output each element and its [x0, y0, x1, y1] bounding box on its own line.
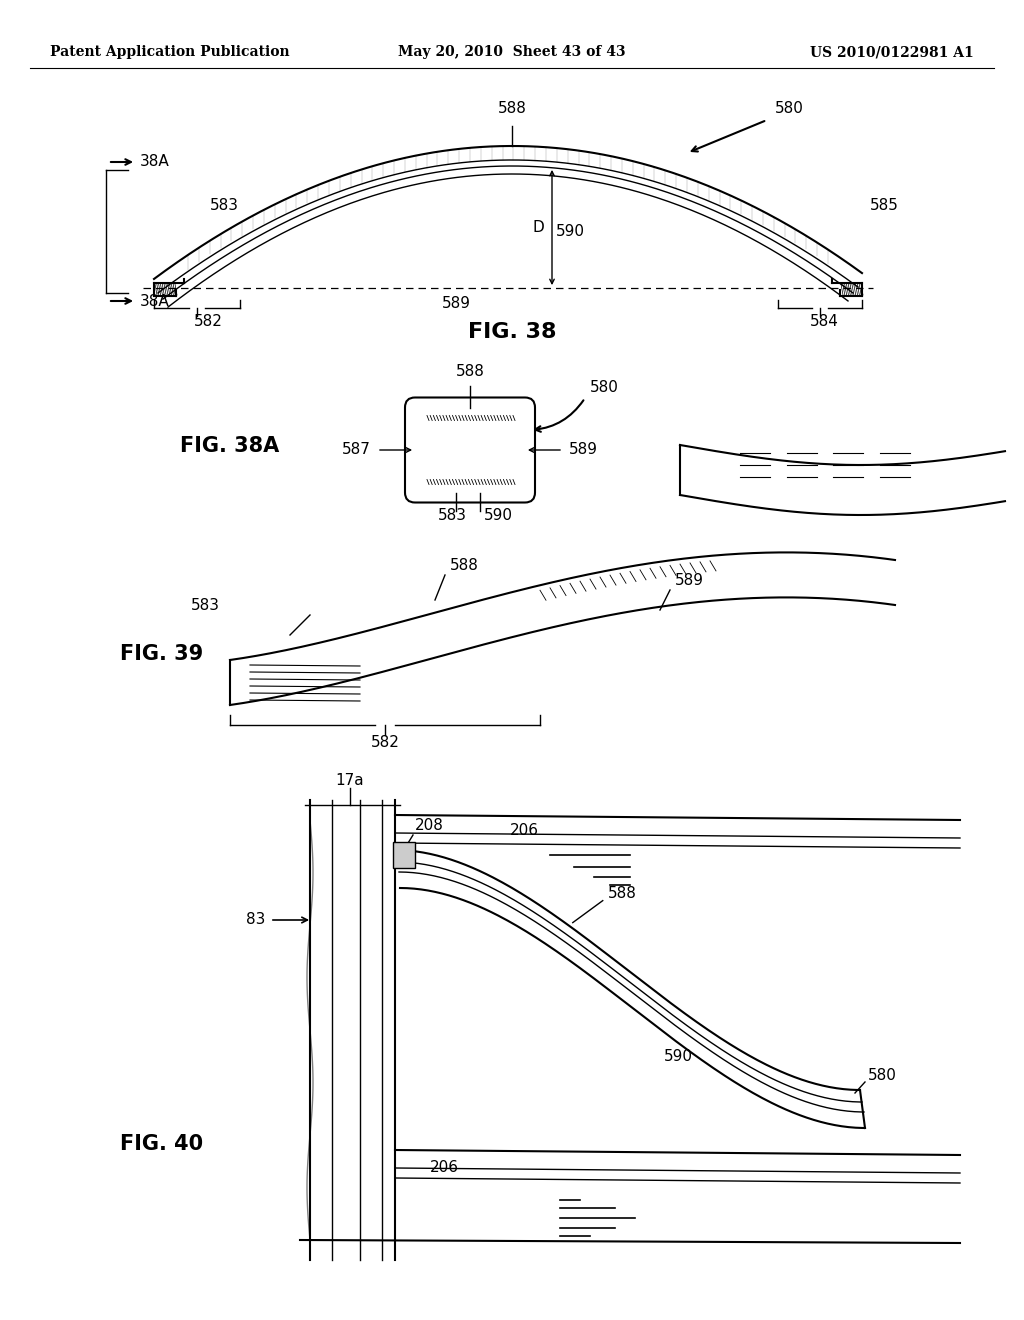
Text: 583: 583 [191, 598, 220, 612]
Text: 585: 585 [870, 198, 899, 213]
Text: FIG. 38A: FIG. 38A [180, 436, 280, 455]
Text: 17a: 17a [336, 774, 365, 788]
Text: Patent Application Publication: Patent Application Publication [50, 45, 290, 59]
Text: 38A: 38A [140, 154, 170, 169]
Text: May 20, 2010  Sheet 43 of 43: May 20, 2010 Sheet 43 of 43 [398, 45, 626, 59]
Text: 580: 580 [590, 380, 618, 395]
Text: FIG. 39: FIG. 39 [120, 644, 203, 664]
Text: D: D [532, 220, 544, 235]
Text: 588: 588 [450, 558, 479, 573]
Text: 206: 206 [510, 822, 539, 838]
Text: 206: 206 [430, 1160, 459, 1175]
Text: US 2010/0122981 A1: US 2010/0122981 A1 [810, 45, 974, 59]
Text: 590: 590 [664, 1048, 693, 1064]
Text: 588: 588 [498, 102, 526, 116]
Text: FIG. 40: FIG. 40 [120, 1134, 203, 1154]
Text: 38A: 38A [140, 293, 170, 309]
Text: 208: 208 [415, 818, 443, 833]
Text: 580: 580 [775, 102, 804, 116]
Text: 590: 590 [556, 224, 585, 239]
Text: FIG. 38: FIG. 38 [468, 322, 556, 342]
Text: 588: 588 [608, 886, 637, 900]
Bar [393, 842, 415, 869]
Text: 589: 589 [569, 442, 598, 458]
Text: 589: 589 [442, 296, 471, 312]
Text: 588: 588 [456, 363, 484, 379]
Text: 583: 583 [210, 198, 239, 213]
Text: 590: 590 [484, 508, 513, 524]
Text: 587: 587 [342, 442, 371, 458]
Text: 583: 583 [437, 508, 467, 524]
Text: 582: 582 [194, 314, 223, 329]
FancyBboxPatch shape [406, 397, 535, 503]
Text: 580: 580 [868, 1068, 897, 1082]
Text: 584: 584 [810, 314, 839, 329]
Text: 589: 589 [675, 573, 705, 587]
Text: 582: 582 [371, 735, 399, 750]
Text: 83: 83 [246, 912, 265, 928]
